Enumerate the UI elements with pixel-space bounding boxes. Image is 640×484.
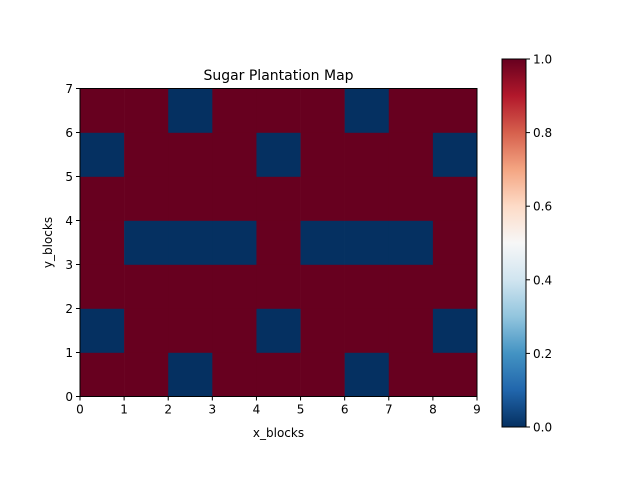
x-tick-label: 8 bbox=[429, 403, 437, 417]
heatmap-cell bbox=[432, 176, 478, 221]
heatmap-cell bbox=[344, 264, 390, 309]
heatmap-cell bbox=[124, 264, 169, 309]
y-tick-label: 0 bbox=[65, 390, 73, 404]
heatmap-cell bbox=[388, 264, 434, 309]
y-tick-label: 2 bbox=[65, 302, 73, 316]
colorbar-tick-label: 0.4 bbox=[533, 273, 552, 287]
heatmap-cell bbox=[212, 308, 257, 353]
heatmap-cell bbox=[388, 308, 434, 353]
heatmap-cell bbox=[168, 220, 213, 265]
heatmap-cell bbox=[212, 264, 257, 309]
heatmap-cell bbox=[256, 176, 301, 221]
heatmap-cell bbox=[300, 264, 345, 309]
colorbar-tick-label: 0.8 bbox=[533, 126, 552, 140]
colorbar-axis: 0.0 0.2 0.4 0.6 0.8 1.0 bbox=[526, 53, 552, 435]
heatmap-cell bbox=[124, 308, 169, 353]
heatmap-cell bbox=[300, 220, 345, 265]
y-tick-label: 7 bbox=[65, 82, 73, 96]
heatmap-cell bbox=[168, 308, 213, 353]
heatmap-cell bbox=[124, 132, 169, 177]
heatmap-cell bbox=[80, 352, 125, 397]
heatmap-cell bbox=[168, 132, 213, 177]
y-axis: 0 1 2 3 4 5 6 7 bbox=[65, 82, 80, 404]
heatmap-cell bbox=[80, 308, 125, 353]
heatmap-cell bbox=[388, 132, 434, 177]
heatmap-cell bbox=[256, 88, 301, 133]
colorbar-tick-label: 0.0 bbox=[533, 421, 552, 435]
y-tick-label: 5 bbox=[65, 170, 73, 184]
heatmap-cell bbox=[124, 176, 169, 221]
heatmap-cell bbox=[80, 176, 125, 221]
heatmap-cell bbox=[300, 176, 345, 221]
x-tick-label: 3 bbox=[209, 403, 217, 417]
x-tick-label: 7 bbox=[385, 403, 393, 417]
heatmap-cell bbox=[80, 132, 125, 177]
heatmap-cell bbox=[344, 132, 390, 177]
heatmap-cell bbox=[344, 352, 390, 397]
heatmap-cell bbox=[256, 352, 301, 397]
x-tick-label: 6 bbox=[341, 403, 349, 417]
heatmap-cell bbox=[212, 132, 257, 177]
heatmap-cell bbox=[212, 220, 257, 265]
heatmap-cell bbox=[80, 220, 125, 265]
x-axis: 0 1 2 3 4 5 6 7 8 9 bbox=[76, 396, 481, 417]
heatmap-cell bbox=[344, 308, 390, 353]
heatmap-cell bbox=[388, 88, 434, 133]
heatmap-cell bbox=[300, 308, 345, 353]
colorbar bbox=[501, 58, 527, 428]
heatmap-cell bbox=[344, 176, 390, 221]
heatmap-cell bbox=[80, 88, 125, 133]
y-tick-label: 1 bbox=[65, 346, 73, 360]
y-axis-label: y_blocks bbox=[41, 217, 55, 268]
x-tick-label: 5 bbox=[297, 403, 305, 417]
y-tick-label: 3 bbox=[65, 258, 73, 272]
heatmap-cell bbox=[432, 88, 478, 133]
x-tick-label: 1 bbox=[120, 403, 128, 417]
chart-title: Sugar Plantation Map bbox=[203, 68, 353, 84]
heatmap-cell bbox=[388, 352, 434, 397]
heatmap-cell bbox=[256, 308, 301, 353]
heatmap-cell bbox=[432, 220, 478, 265]
heatmap-cell bbox=[168, 264, 213, 309]
heatmap-cell bbox=[124, 352, 169, 397]
heatmap-cell bbox=[256, 132, 301, 177]
heatmap-cell bbox=[300, 352, 345, 397]
heatmap-cells bbox=[80, 88, 478, 397]
heatmap-cell bbox=[432, 264, 478, 309]
heatmap-cell bbox=[300, 132, 345, 177]
heatmap-cell bbox=[432, 308, 478, 353]
heatmap-cell bbox=[388, 176, 434, 221]
colorbar-tick-label: 1.0 bbox=[533, 53, 552, 67]
heatmap-cell bbox=[388, 220, 434, 265]
heatmap-cell bbox=[124, 220, 169, 265]
y-tick-label: 4 bbox=[65, 214, 73, 228]
heatmap-cell bbox=[80, 264, 125, 309]
heatmap-cell bbox=[212, 176, 257, 221]
colorbar-tick-label: 0.2 bbox=[533, 347, 552, 361]
heatmap-cell bbox=[344, 220, 390, 265]
heatmap-cell bbox=[212, 352, 257, 397]
heatmap-cell bbox=[168, 352, 213, 397]
y-tick-label: 6 bbox=[65, 126, 73, 140]
x-tick-label: 4 bbox=[253, 403, 261, 417]
heatmap-cell bbox=[432, 352, 478, 397]
heatmap-cell bbox=[256, 264, 301, 309]
heatmap-cell bbox=[256, 220, 301, 265]
x-tick-label: 0 bbox=[76, 403, 84, 417]
heatmap-cell bbox=[432, 132, 478, 177]
x-tick-label: 2 bbox=[164, 403, 172, 417]
heatmap-cell bbox=[344, 88, 390, 133]
heatmap-cell bbox=[168, 176, 213, 221]
plot-frame bbox=[79, 88, 478, 397]
heatmap-cell bbox=[212, 88, 257, 133]
colorbar-tick-label: 0.6 bbox=[533, 200, 552, 214]
heatmap-cell bbox=[168, 88, 213, 133]
heatmap-cell bbox=[300, 88, 345, 133]
x-axis-label: x_blocks bbox=[253, 426, 304, 440]
heatmap-cell bbox=[124, 88, 169, 133]
x-tick-label: 9 bbox=[473, 403, 481, 417]
